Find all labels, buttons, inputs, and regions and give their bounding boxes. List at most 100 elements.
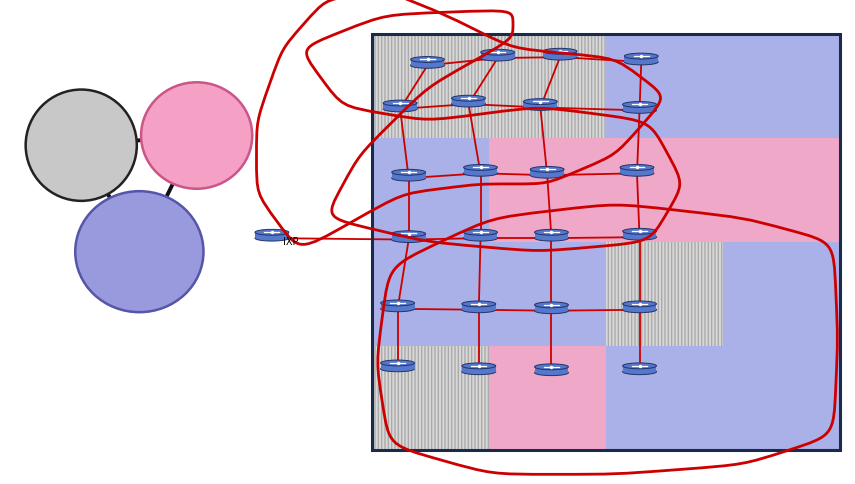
Ellipse shape [534,302,569,308]
Ellipse shape [380,360,415,366]
Ellipse shape [624,59,658,65]
Ellipse shape [624,53,658,59]
Bar [463,232,498,238]
Ellipse shape [530,172,564,178]
Bar [489,346,606,450]
Ellipse shape [534,364,569,370]
Bar [624,56,658,62]
Bar [530,169,564,175]
Ellipse shape [463,170,498,176]
Bar [489,34,606,138]
Ellipse shape [451,95,486,101]
Ellipse shape [383,100,417,106]
Ellipse shape [534,370,569,376]
Bar [380,363,415,369]
Bar [723,138,840,242]
Bar [523,102,557,107]
Ellipse shape [534,235,569,241]
Ellipse shape [462,369,496,375]
Ellipse shape [543,48,577,54]
Ellipse shape [523,105,557,110]
Ellipse shape [534,229,569,235]
Ellipse shape [620,170,654,176]
Text: IXP: IXP [283,237,298,247]
Ellipse shape [543,54,577,60]
Bar [622,304,657,310]
Ellipse shape [622,301,657,307]
Ellipse shape [534,308,569,314]
Ellipse shape [620,165,654,170]
Bar [372,138,489,242]
Ellipse shape [523,99,557,105]
Bar [723,34,840,138]
Ellipse shape [410,57,445,62]
Bar [372,242,489,346]
Bar [372,34,489,138]
Ellipse shape [75,191,203,312]
Bar [392,172,426,178]
Bar [463,167,498,173]
Bar [489,138,606,242]
Bar [622,366,657,372]
Ellipse shape [410,62,445,68]
Bar [372,346,489,450]
Bar [723,242,840,346]
Bar [534,305,569,311]
Ellipse shape [481,49,515,55]
Ellipse shape [141,82,252,189]
Bar [410,60,445,65]
Bar [462,304,496,310]
Bar [372,346,489,450]
Bar [622,105,657,110]
Bar [489,34,606,138]
Ellipse shape [622,228,657,234]
Ellipse shape [380,300,415,306]
Ellipse shape [622,369,657,375]
Bar [606,34,723,138]
Ellipse shape [392,237,426,242]
Bar [255,232,289,238]
Bar [489,242,606,346]
Bar [606,242,723,346]
Bar [606,242,723,346]
Ellipse shape [463,165,498,170]
Ellipse shape [462,307,496,313]
Ellipse shape [392,231,426,237]
Ellipse shape [622,307,657,313]
Bar [392,234,426,240]
Bar [372,34,840,450]
Bar [380,303,415,309]
Ellipse shape [380,366,415,372]
Bar [606,138,723,242]
Ellipse shape [622,102,657,107]
Bar [620,167,654,173]
Ellipse shape [462,301,496,307]
Bar [606,346,723,450]
Ellipse shape [392,169,426,175]
Ellipse shape [255,235,289,241]
Bar [451,98,486,104]
Bar [372,34,489,138]
Ellipse shape [530,166,564,172]
Ellipse shape [26,90,137,201]
Ellipse shape [463,235,498,241]
Ellipse shape [451,101,486,107]
Bar [723,346,840,450]
Bar [622,231,657,237]
Ellipse shape [622,363,657,369]
Ellipse shape [463,229,498,235]
Ellipse shape [622,107,657,113]
Bar [534,367,569,373]
Ellipse shape [481,55,515,61]
Bar [383,103,417,109]
Ellipse shape [255,229,289,235]
Bar [543,51,577,57]
Ellipse shape [380,306,415,312]
Ellipse shape [622,234,657,240]
Ellipse shape [392,175,426,181]
Ellipse shape [26,90,137,201]
Ellipse shape [462,363,496,369]
Ellipse shape [383,106,417,112]
Bar [534,232,569,238]
Bar [462,366,496,372]
